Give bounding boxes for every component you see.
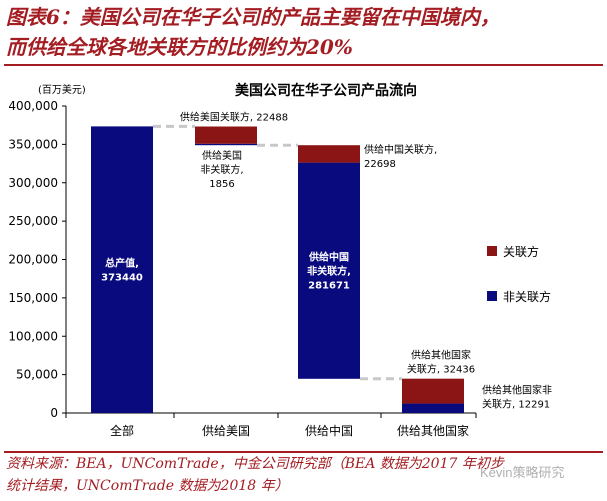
x-tick-label: 供给其他国家 — [397, 423, 469, 438]
axes-layer: 美国公司在华子公司产品流向 (百万美元) 0 50,000 100,000 150,000… — [8, 82, 477, 438]
source-line2: 统计结果，UNComTrade 数据为2018 年） — [6, 478, 289, 494]
legend-label: 非关联方 — [503, 289, 551, 304]
data-label: 供给中国非关联方, 281671 — [307, 251, 351, 292]
data-label: 供给美国非关联方, 1856 — [200, 149, 243, 190]
y-tick-label: 0 — [50, 406, 58, 420]
x-tick-label: 供给中国 — [305, 423, 353, 438]
x-tick-label: 全部 — [110, 423, 134, 438]
y-tick-label: 150,000 — [8, 291, 58, 305]
bar-segment — [195, 143, 257, 146]
data-label: 供给其他国家关联方, 32436 — [407, 349, 475, 376]
data-label: 供给中国关联方, 22698 — [364, 143, 437, 170]
bar-segment — [402, 403, 464, 413]
legend-label: 关联方 — [503, 244, 539, 259]
figure-title-line2: 而供给全球各地关联方的比例约为20% — [6, 35, 353, 59]
bar-segment — [195, 126, 257, 144]
unit-label: (百万美元) — [38, 83, 86, 96]
bar-segment — [298, 162, 360, 379]
legend-swatch — [487, 291, 497, 301]
data-label: 供给其他国家非关联方, 12291 — [482, 384, 552, 411]
y-tick-label: 250,000 — [8, 214, 58, 228]
y-tick-label: 400,000 — [8, 99, 58, 113]
title-divider — [4, 64, 603, 66]
data-label: 总产值, 373440 — [101, 257, 143, 284]
source-divider — [4, 451, 603, 453]
watermark: Kevin策略研究 — [480, 465, 565, 480]
y-tick-label: 350,000 — [8, 137, 58, 151]
figure-title: 图表6：美国公司在华子公司的产品主要留在中国境内， 而供给全球各地关联方的比例约… — [6, 2, 604, 62]
y-tick-label: 200,000 — [8, 253, 58, 267]
y-tick-label: 100,000 — [8, 329, 58, 343]
source-note: 资料来源：BEA，UNComTrade，中金公司研究部（BEA 数据为2017 … — [6, 453, 604, 497]
bar-segment — [91, 126, 153, 413]
bar-segment — [402, 378, 464, 404]
figure-title-line1: 图表6：美国公司在华子公司的产品主要留在中国境内， — [6, 5, 500, 29]
chart-title: 美国公司在华子公司产品流向 — [235, 82, 417, 99]
data-label: 供给美国关联方, 22488 — [180, 111, 288, 124]
legend-swatch — [487, 246, 497, 256]
labels-layer: 总产值, 373440 供给美国非关联方, 1856 供给美国关联方, 22488 供给中… — [101, 111, 552, 411]
x-tick-label: 供给美国 — [202, 424, 250, 438]
y-tick-label: 50,000 — [16, 368, 58, 382]
bar-segment — [298, 145, 360, 163]
source-line1: 资料来源：BEA，UNComTrade，中金公司研究部（BEA 数据为2017 … — [6, 456, 504, 472]
y-tick-label: 300,000 — [8, 176, 58, 190]
bars-layer — [91, 124, 464, 413]
